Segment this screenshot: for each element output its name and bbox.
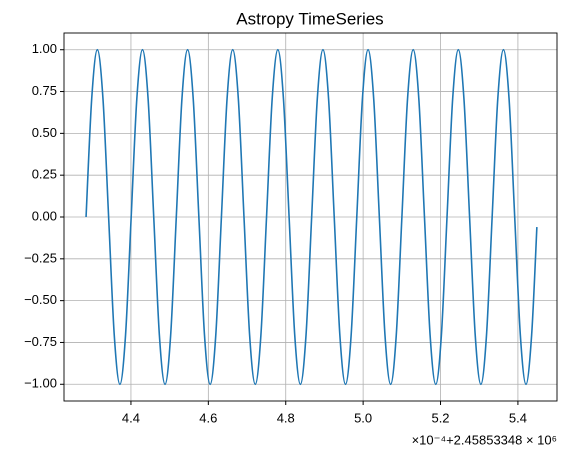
y-tick-label: −1.00 bbox=[24, 376, 57, 391]
chart-title: Astropy TimeSeries bbox=[236, 9, 383, 28]
y-tick-label: 0.25 bbox=[32, 167, 57, 182]
x-tick-label: 4.6 bbox=[199, 410, 217, 425]
y-tick-label: 0.50 bbox=[32, 125, 57, 140]
x-tick-label: 4.8 bbox=[277, 410, 295, 425]
y-tick-label: −0.25 bbox=[24, 250, 57, 265]
y-tick-label: 1.00 bbox=[32, 41, 57, 56]
y-tick-label: 0.00 bbox=[32, 208, 57, 223]
line-series bbox=[85, 48, 538, 386]
x-tick-label: 4.4 bbox=[122, 410, 140, 425]
x-tick-label: 5.4 bbox=[509, 410, 527, 425]
plot-frame bbox=[63, 32, 558, 402]
x-tick-label: 5.2 bbox=[431, 410, 449, 425]
y-tick-label: −0.75 bbox=[24, 334, 57, 349]
x-tick-label: 5.0 bbox=[354, 410, 372, 425]
y-tick-label: −0.50 bbox=[24, 292, 57, 307]
y-tick-label: 0.75 bbox=[32, 83, 57, 98]
x-offset-label: ×10⁻⁴+2.45853348 × 10⁶ bbox=[412, 432, 557, 447]
